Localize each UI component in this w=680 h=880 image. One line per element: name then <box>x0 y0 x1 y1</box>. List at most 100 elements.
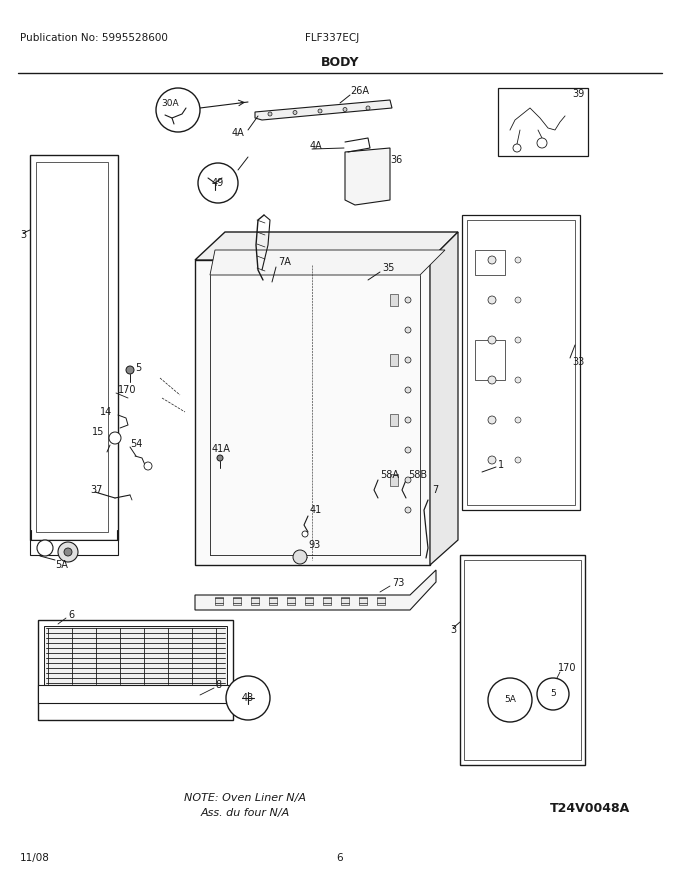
Circle shape <box>405 387 411 393</box>
Bar <box>305 597 313 605</box>
Bar <box>44 626 227 686</box>
Text: 35: 35 <box>382 263 394 273</box>
Text: 7A: 7A <box>278 257 291 267</box>
Text: 1: 1 <box>498 460 504 470</box>
Bar <box>251 597 259 605</box>
Text: 3: 3 <box>20 230 26 240</box>
Bar <box>390 354 398 366</box>
Circle shape <box>144 462 152 470</box>
Text: NOTE: Oven Liner N/A: NOTE: Oven Liner N/A <box>184 793 306 803</box>
Polygon shape <box>430 232 458 565</box>
Circle shape <box>405 507 411 513</box>
Text: 3: 3 <box>450 625 456 635</box>
Bar <box>464 560 581 760</box>
Polygon shape <box>255 100 392 120</box>
Circle shape <box>58 542 78 562</box>
Bar <box>475 340 505 380</box>
Circle shape <box>302 531 308 537</box>
Text: 5A: 5A <box>55 560 68 570</box>
Circle shape <box>226 676 270 720</box>
Bar <box>215 597 223 605</box>
Text: 36: 36 <box>390 155 403 165</box>
Bar <box>30 155 118 540</box>
Text: 4A: 4A <box>232 128 245 138</box>
Text: BODY: BODY <box>321 55 359 69</box>
Bar <box>467 220 575 505</box>
Text: 41A: 41A <box>212 444 231 454</box>
Text: 43: 43 <box>242 693 254 703</box>
Bar <box>38 620 233 720</box>
Text: 93: 93 <box>308 540 320 550</box>
Circle shape <box>488 336 496 344</box>
Bar <box>323 597 331 605</box>
Circle shape <box>37 540 53 556</box>
Text: 58A: 58A <box>380 470 399 480</box>
Bar <box>460 555 585 765</box>
Circle shape <box>268 112 272 116</box>
Circle shape <box>513 144 521 152</box>
Text: 170: 170 <box>558 663 577 673</box>
Circle shape <box>545 686 561 702</box>
Circle shape <box>488 416 496 424</box>
Circle shape <box>318 109 322 113</box>
Text: 15: 15 <box>92 427 104 437</box>
Circle shape <box>64 548 72 556</box>
Bar <box>462 215 580 510</box>
Bar <box>359 597 367 605</box>
Bar <box>30 540 118 555</box>
Bar <box>287 597 295 605</box>
Text: 7: 7 <box>432 485 438 495</box>
Bar <box>377 597 385 605</box>
Circle shape <box>405 417 411 423</box>
Polygon shape <box>195 570 436 610</box>
Circle shape <box>537 138 547 148</box>
Circle shape <box>515 297 521 303</box>
Circle shape <box>405 297 411 303</box>
Text: 73: 73 <box>392 578 405 588</box>
Text: 5A: 5A <box>504 695 516 705</box>
Text: 5: 5 <box>550 690 556 699</box>
Polygon shape <box>195 260 430 565</box>
Circle shape <box>156 88 200 132</box>
Bar <box>341 597 349 605</box>
Polygon shape <box>210 250 445 275</box>
Circle shape <box>515 417 521 423</box>
Bar <box>390 294 398 306</box>
Circle shape <box>405 327 411 333</box>
Circle shape <box>234 684 262 712</box>
Text: Ass. du four N/A: Ass. du four N/A <box>201 808 290 818</box>
Circle shape <box>515 337 521 343</box>
Bar <box>38 685 233 703</box>
Circle shape <box>515 457 521 463</box>
Circle shape <box>498 688 522 712</box>
Circle shape <box>488 296 496 304</box>
Text: FLF337ECJ: FLF337ECJ <box>305 33 359 43</box>
Bar <box>390 414 398 426</box>
Text: 11/08: 11/08 <box>20 853 50 863</box>
Text: 39: 39 <box>572 89 584 99</box>
Text: Publication No: 5995528600: Publication No: 5995528600 <box>20 33 168 43</box>
Text: 6: 6 <box>337 853 343 863</box>
Text: 30A: 30A <box>161 99 179 108</box>
Bar <box>390 474 398 486</box>
Circle shape <box>126 366 134 374</box>
Bar <box>233 597 241 605</box>
Circle shape <box>405 447 411 453</box>
Text: 170: 170 <box>118 385 137 395</box>
Circle shape <box>537 678 569 710</box>
Text: 41: 41 <box>310 505 322 515</box>
Circle shape <box>515 377 521 383</box>
Text: 37: 37 <box>90 485 103 495</box>
Text: 4A: 4A <box>310 141 323 151</box>
Text: 26A: 26A <box>350 86 369 96</box>
Circle shape <box>405 477 411 483</box>
Circle shape <box>488 678 532 722</box>
Text: 5: 5 <box>135 363 141 373</box>
Text: 58B: 58B <box>408 470 427 480</box>
Bar <box>475 250 505 275</box>
Text: 6: 6 <box>68 610 74 620</box>
Circle shape <box>293 550 307 564</box>
Circle shape <box>198 163 238 203</box>
Bar <box>269 597 277 605</box>
Bar <box>36 162 108 532</box>
